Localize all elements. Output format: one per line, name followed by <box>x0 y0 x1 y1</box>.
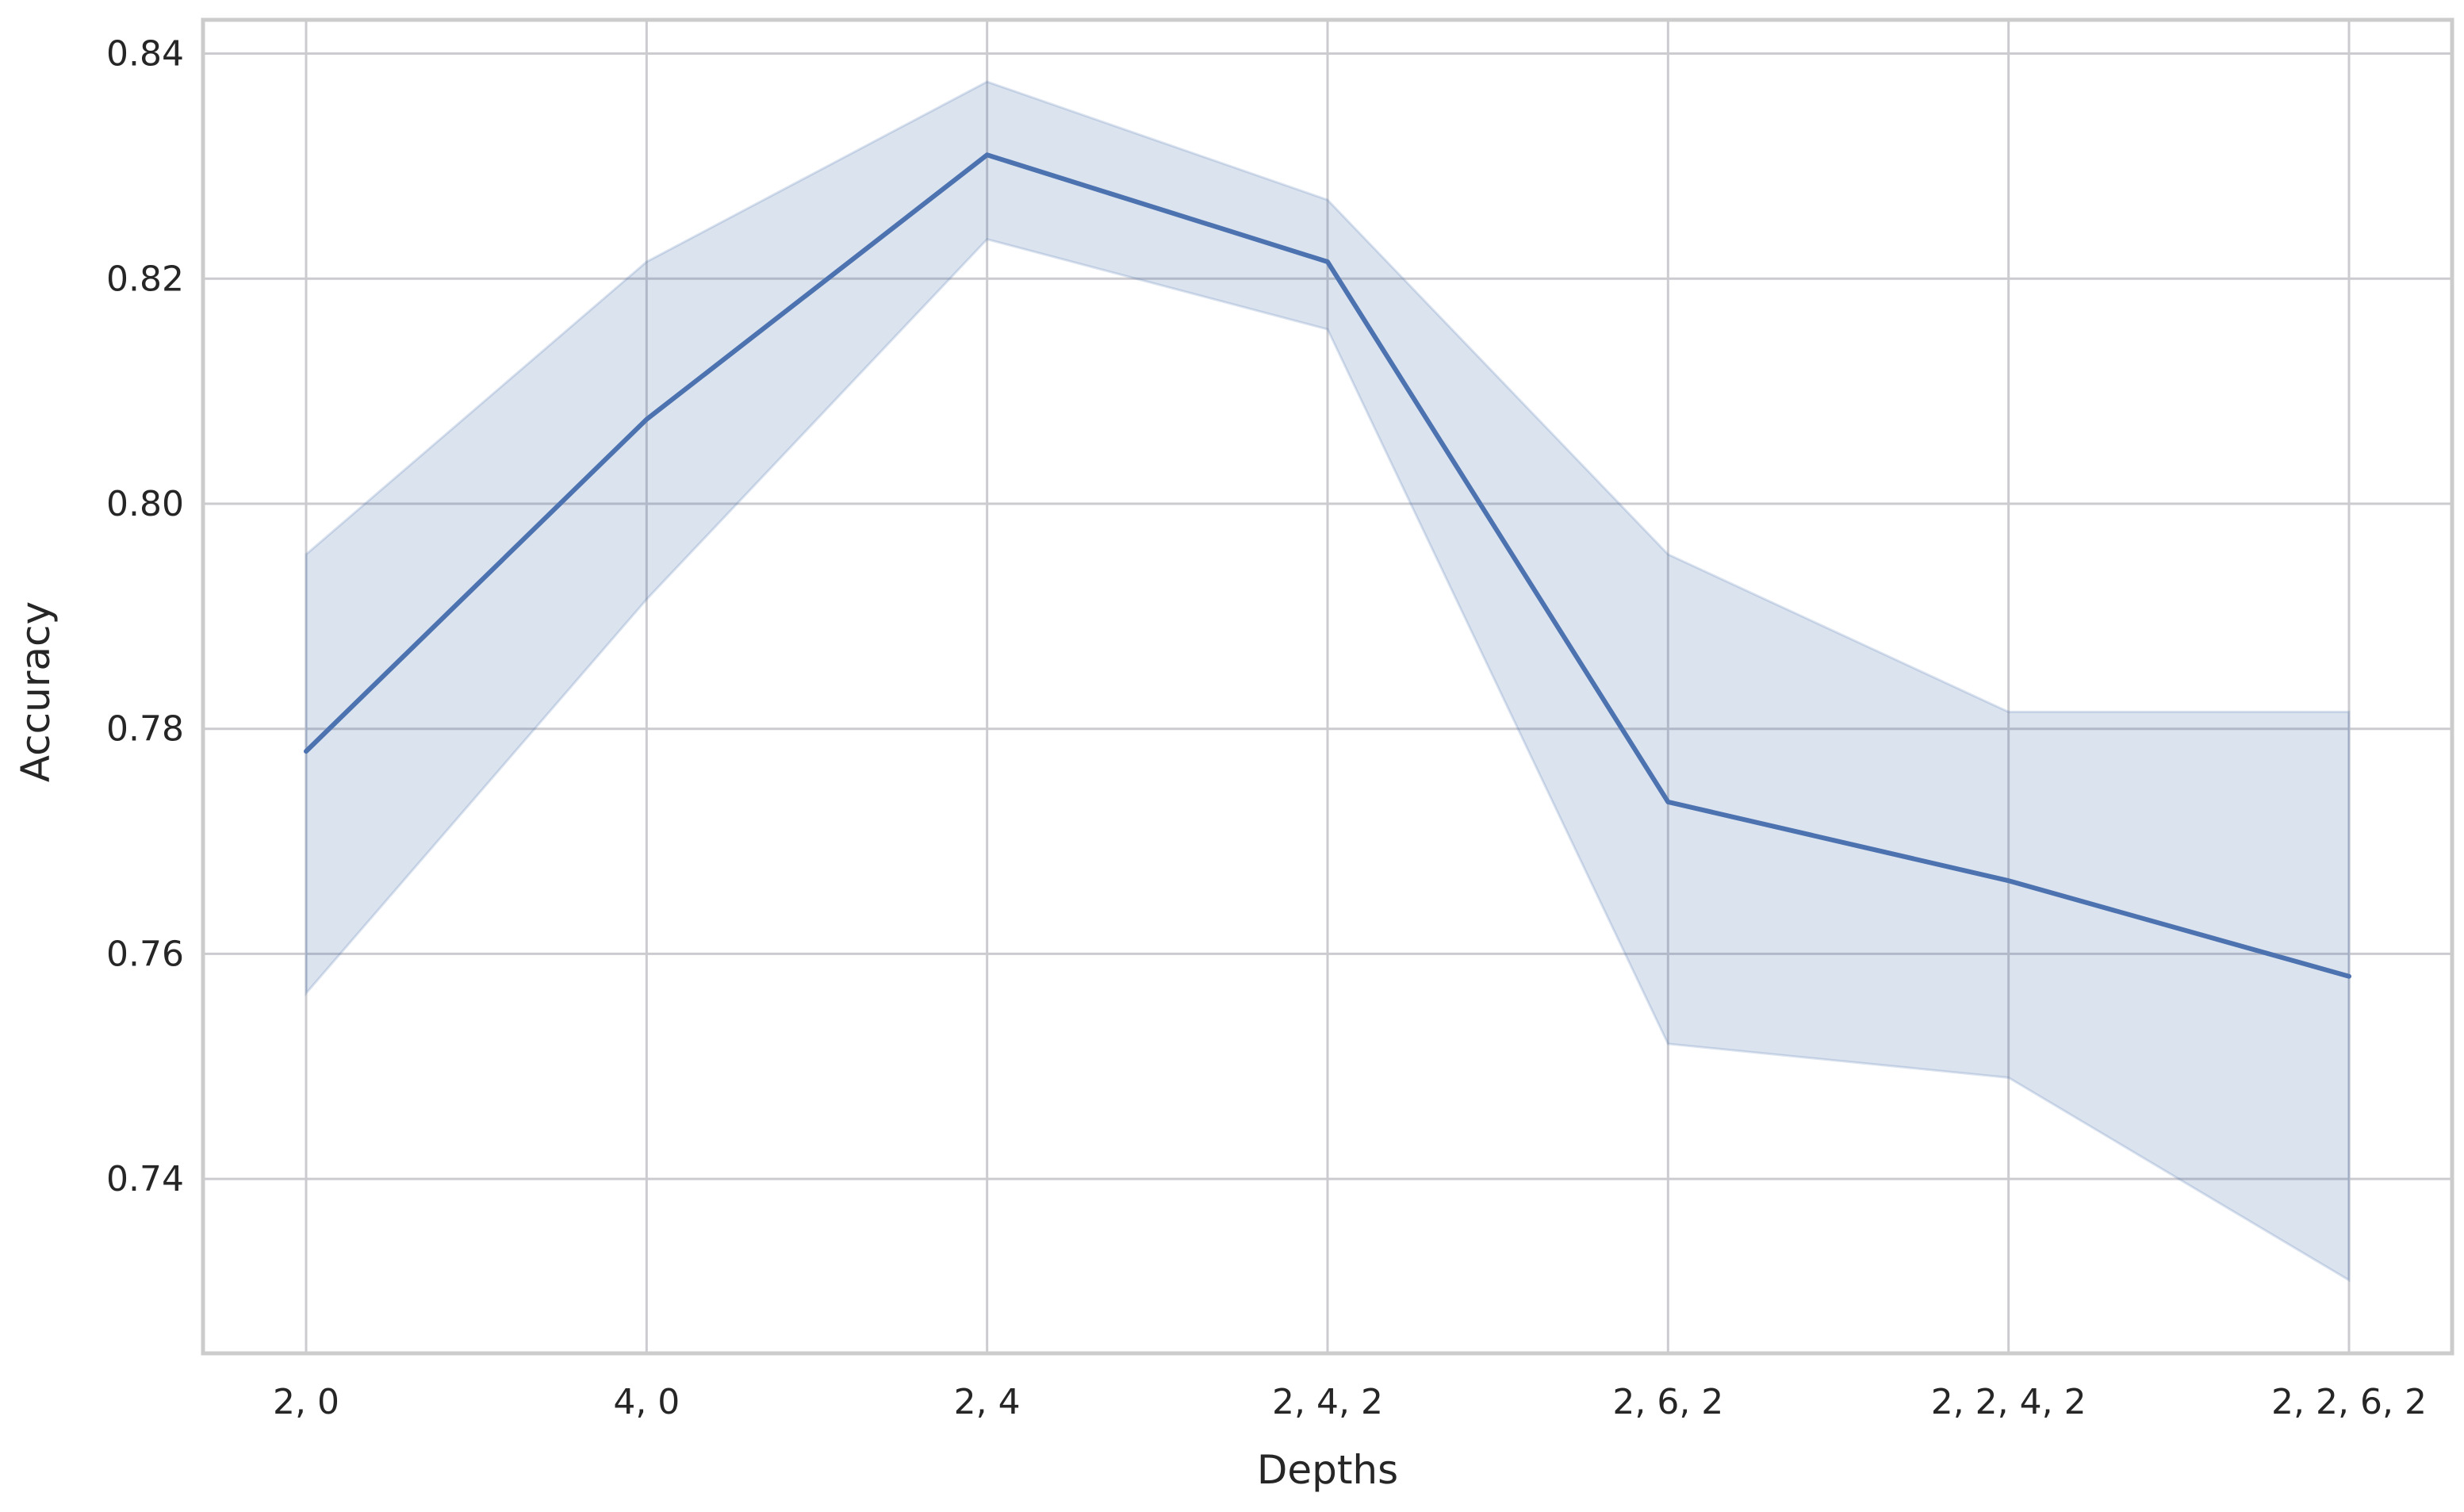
x-tick-label: 2, 4 <box>954 1382 1021 1422</box>
confidence-band <box>305 80 2351 1283</box>
x-tick-label: 2, 6, 2 <box>1612 1382 1723 1422</box>
y-tick-label: 0.84 <box>106 34 184 75</box>
data-point <box>645 417 649 421</box>
x-tick-label: 2, 0 <box>273 1382 339 1422</box>
x-tick-label: 2, 2, 4, 2 <box>1931 1382 2087 1422</box>
x-axis-label: Depths <box>1257 1447 1398 1493</box>
data-point <box>985 153 989 157</box>
x-tick-label: 2, 4, 2 <box>1272 1382 1383 1422</box>
data-point <box>1326 259 1329 263</box>
y-tick-label: 0.80 <box>106 484 184 524</box>
confidence-band-area <box>305 80 2351 1283</box>
x-tick-label: 4, 0 <box>613 1382 680 1422</box>
data-point <box>1666 800 1670 804</box>
plot-area-frame <box>201 17 2454 1356</box>
y-tick-label: 0.76 <box>106 934 184 974</box>
y-tick-label: 0.82 <box>106 259 184 299</box>
data-point <box>305 750 308 754</box>
y-tick-label: 0.78 <box>106 709 184 750</box>
grid-lines <box>203 20 2452 1353</box>
x-tick-label: 2, 2, 6, 2 <box>2271 1382 2427 1422</box>
y-axis-label: Accuracy <box>13 601 59 782</box>
data-point <box>2347 974 2351 978</box>
data-point <box>2006 879 2010 883</box>
y-axis-ticks: 0.74 0.76 0.78 0.80 0.82 0.84 <box>106 34 184 1200</box>
y-tick-label: 0.74 <box>106 1159 184 1199</box>
data-series <box>304 152 2351 979</box>
x-axis-ticks: 2, 0 4, 0 2, 4 2, 4, 2 2, 6, 2 2, 2, 4, 2 2, 2… <box>273 1382 2427 1422</box>
